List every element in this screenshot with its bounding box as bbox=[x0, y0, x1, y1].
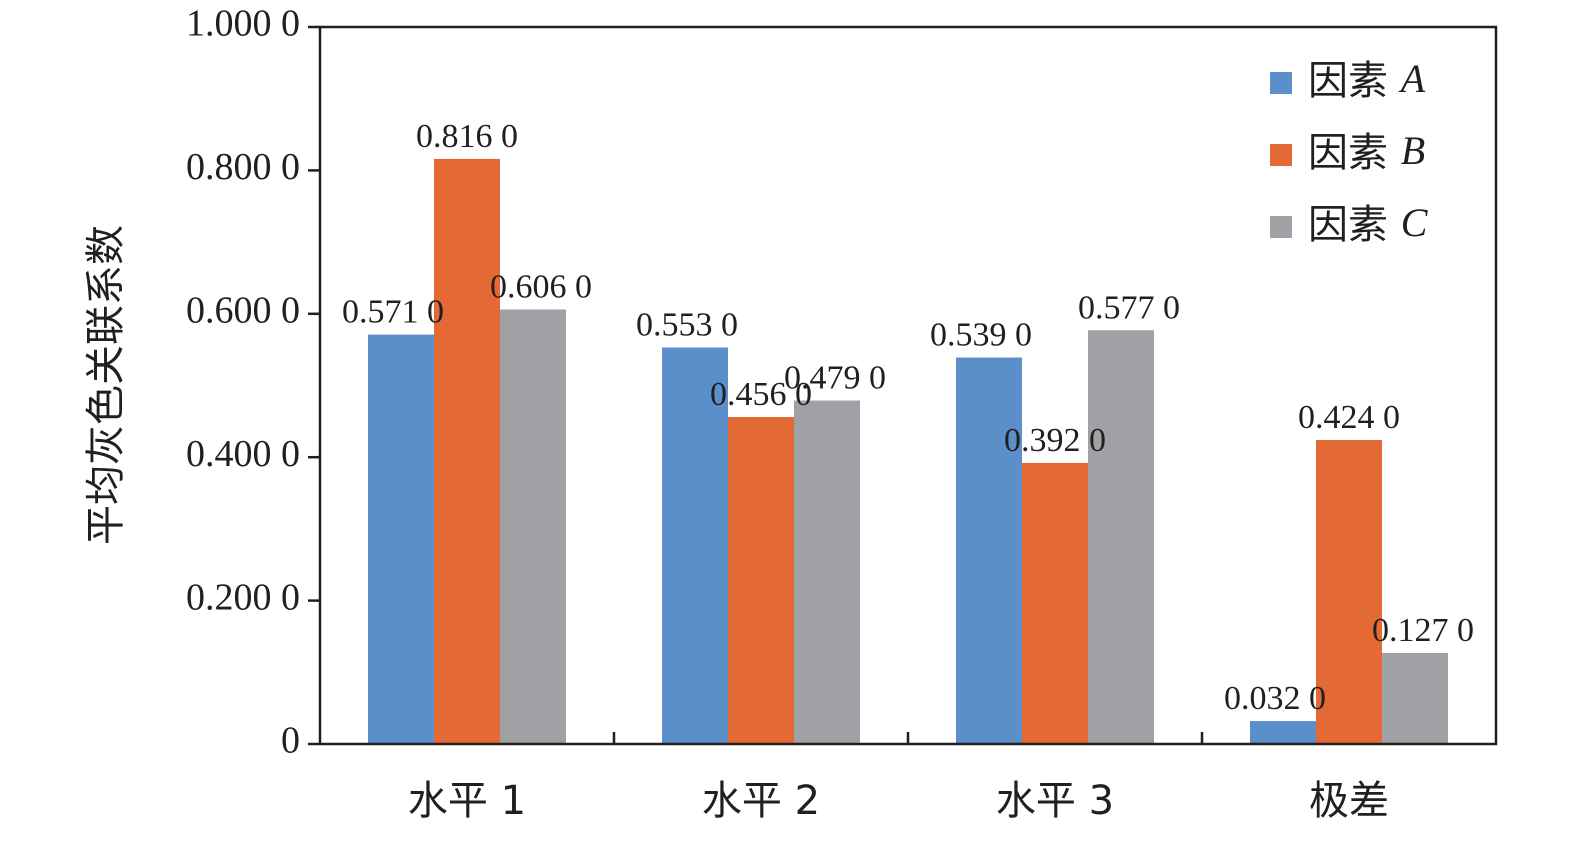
bar-B-1 bbox=[434, 158, 500, 745]
legend: 因素 A 因素 B 因素 C bbox=[1270, 56, 1429, 248]
y-tick-label: 1.000 0 bbox=[186, 3, 300, 45]
legend-item-A: 因素 A bbox=[1270, 56, 1426, 104]
data-label-A-1: 0.571 0 bbox=[342, 294, 444, 331]
legend-swatch bbox=[1270, 144, 1292, 166]
legend-item-B: 因素 B bbox=[1270, 128, 1425, 176]
y-tick-label: 0.200 0 bbox=[186, 576, 300, 618]
legend-item-C: 因素 C bbox=[1270, 200, 1429, 248]
y-axis-title: 平均灰色关联系数 bbox=[83, 225, 129, 545]
y-tick-label: 0.400 0 bbox=[186, 433, 300, 475]
x-axis-ticks bbox=[612, 732, 1204, 744]
data-label-B-3: 0.392 0 bbox=[1004, 422, 1106, 459]
bar-B-3 bbox=[1022, 462, 1088, 744]
bar-A-3 bbox=[956, 357, 1022, 744]
bar-B-2 bbox=[728, 417, 794, 744]
x-category-label: 水平 3 bbox=[996, 778, 1114, 824]
bar-B-4 bbox=[1316, 439, 1382, 744]
legend-label: 因素 B bbox=[1308, 128, 1425, 176]
data-label-C-1: 0.606 0 bbox=[490, 268, 592, 305]
y-axis-ticks bbox=[308, 25, 320, 746]
bars-layer bbox=[368, 158, 1448, 745]
y-tick-label: 0.600 0 bbox=[186, 290, 300, 332]
legend-label: 因素 A bbox=[1308, 56, 1426, 104]
x-axis-category-labels: 水平 1 水平 2 水平 3 极差 bbox=[408, 778, 1389, 824]
legend-swatch bbox=[1270, 72, 1292, 94]
bar-A-1 bbox=[368, 334, 434, 744]
bar-C-3 bbox=[1088, 330, 1154, 744]
data-label-C-4: 0.127 0 bbox=[1372, 612, 1474, 649]
legend-label: 因素 C bbox=[1308, 200, 1429, 248]
data-label-B-2: 0.456 0 bbox=[710, 376, 812, 413]
data-label-A-3: 0.539 0 bbox=[930, 317, 1032, 354]
bar-A-4 bbox=[1250, 721, 1316, 744]
data-label-C-3: 0.577 0 bbox=[1078, 289, 1180, 326]
legend-swatch bbox=[1270, 216, 1292, 238]
data-labels-layer: 0.571 0 0.553 0 0.539 0 0.032 0 0.816 0 0.456… bbox=[342, 118, 1474, 717]
bar-C-4 bbox=[1382, 652, 1448, 744]
y-tick-label: 0 bbox=[281, 720, 300, 762]
bar-A-2 bbox=[662, 347, 728, 744]
data-label-B-1: 0.816 0 bbox=[416, 118, 518, 155]
data-label-C-2: 0.479 0 bbox=[784, 360, 886, 397]
bar-C-2 bbox=[794, 400, 860, 744]
data-label-B-4: 0.424 0 bbox=[1298, 399, 1400, 436]
data-label-A-4: 0.032 0 bbox=[1224, 680, 1326, 717]
x-category-label: 水平 2 bbox=[702, 778, 820, 824]
data-label-A-2: 0.553 0 bbox=[636, 306, 738, 343]
bar-C-1 bbox=[500, 309, 566, 744]
x-category-label: 水平 1 bbox=[408, 778, 526, 824]
y-axis-tick-labels: 0 0.200 0 0.400 0 0.600 0 0.800 0 1.000 0 bbox=[186, 3, 300, 762]
y-tick-label: 0.800 0 bbox=[186, 146, 300, 188]
x-category-label: 极差 bbox=[1309, 778, 1389, 824]
